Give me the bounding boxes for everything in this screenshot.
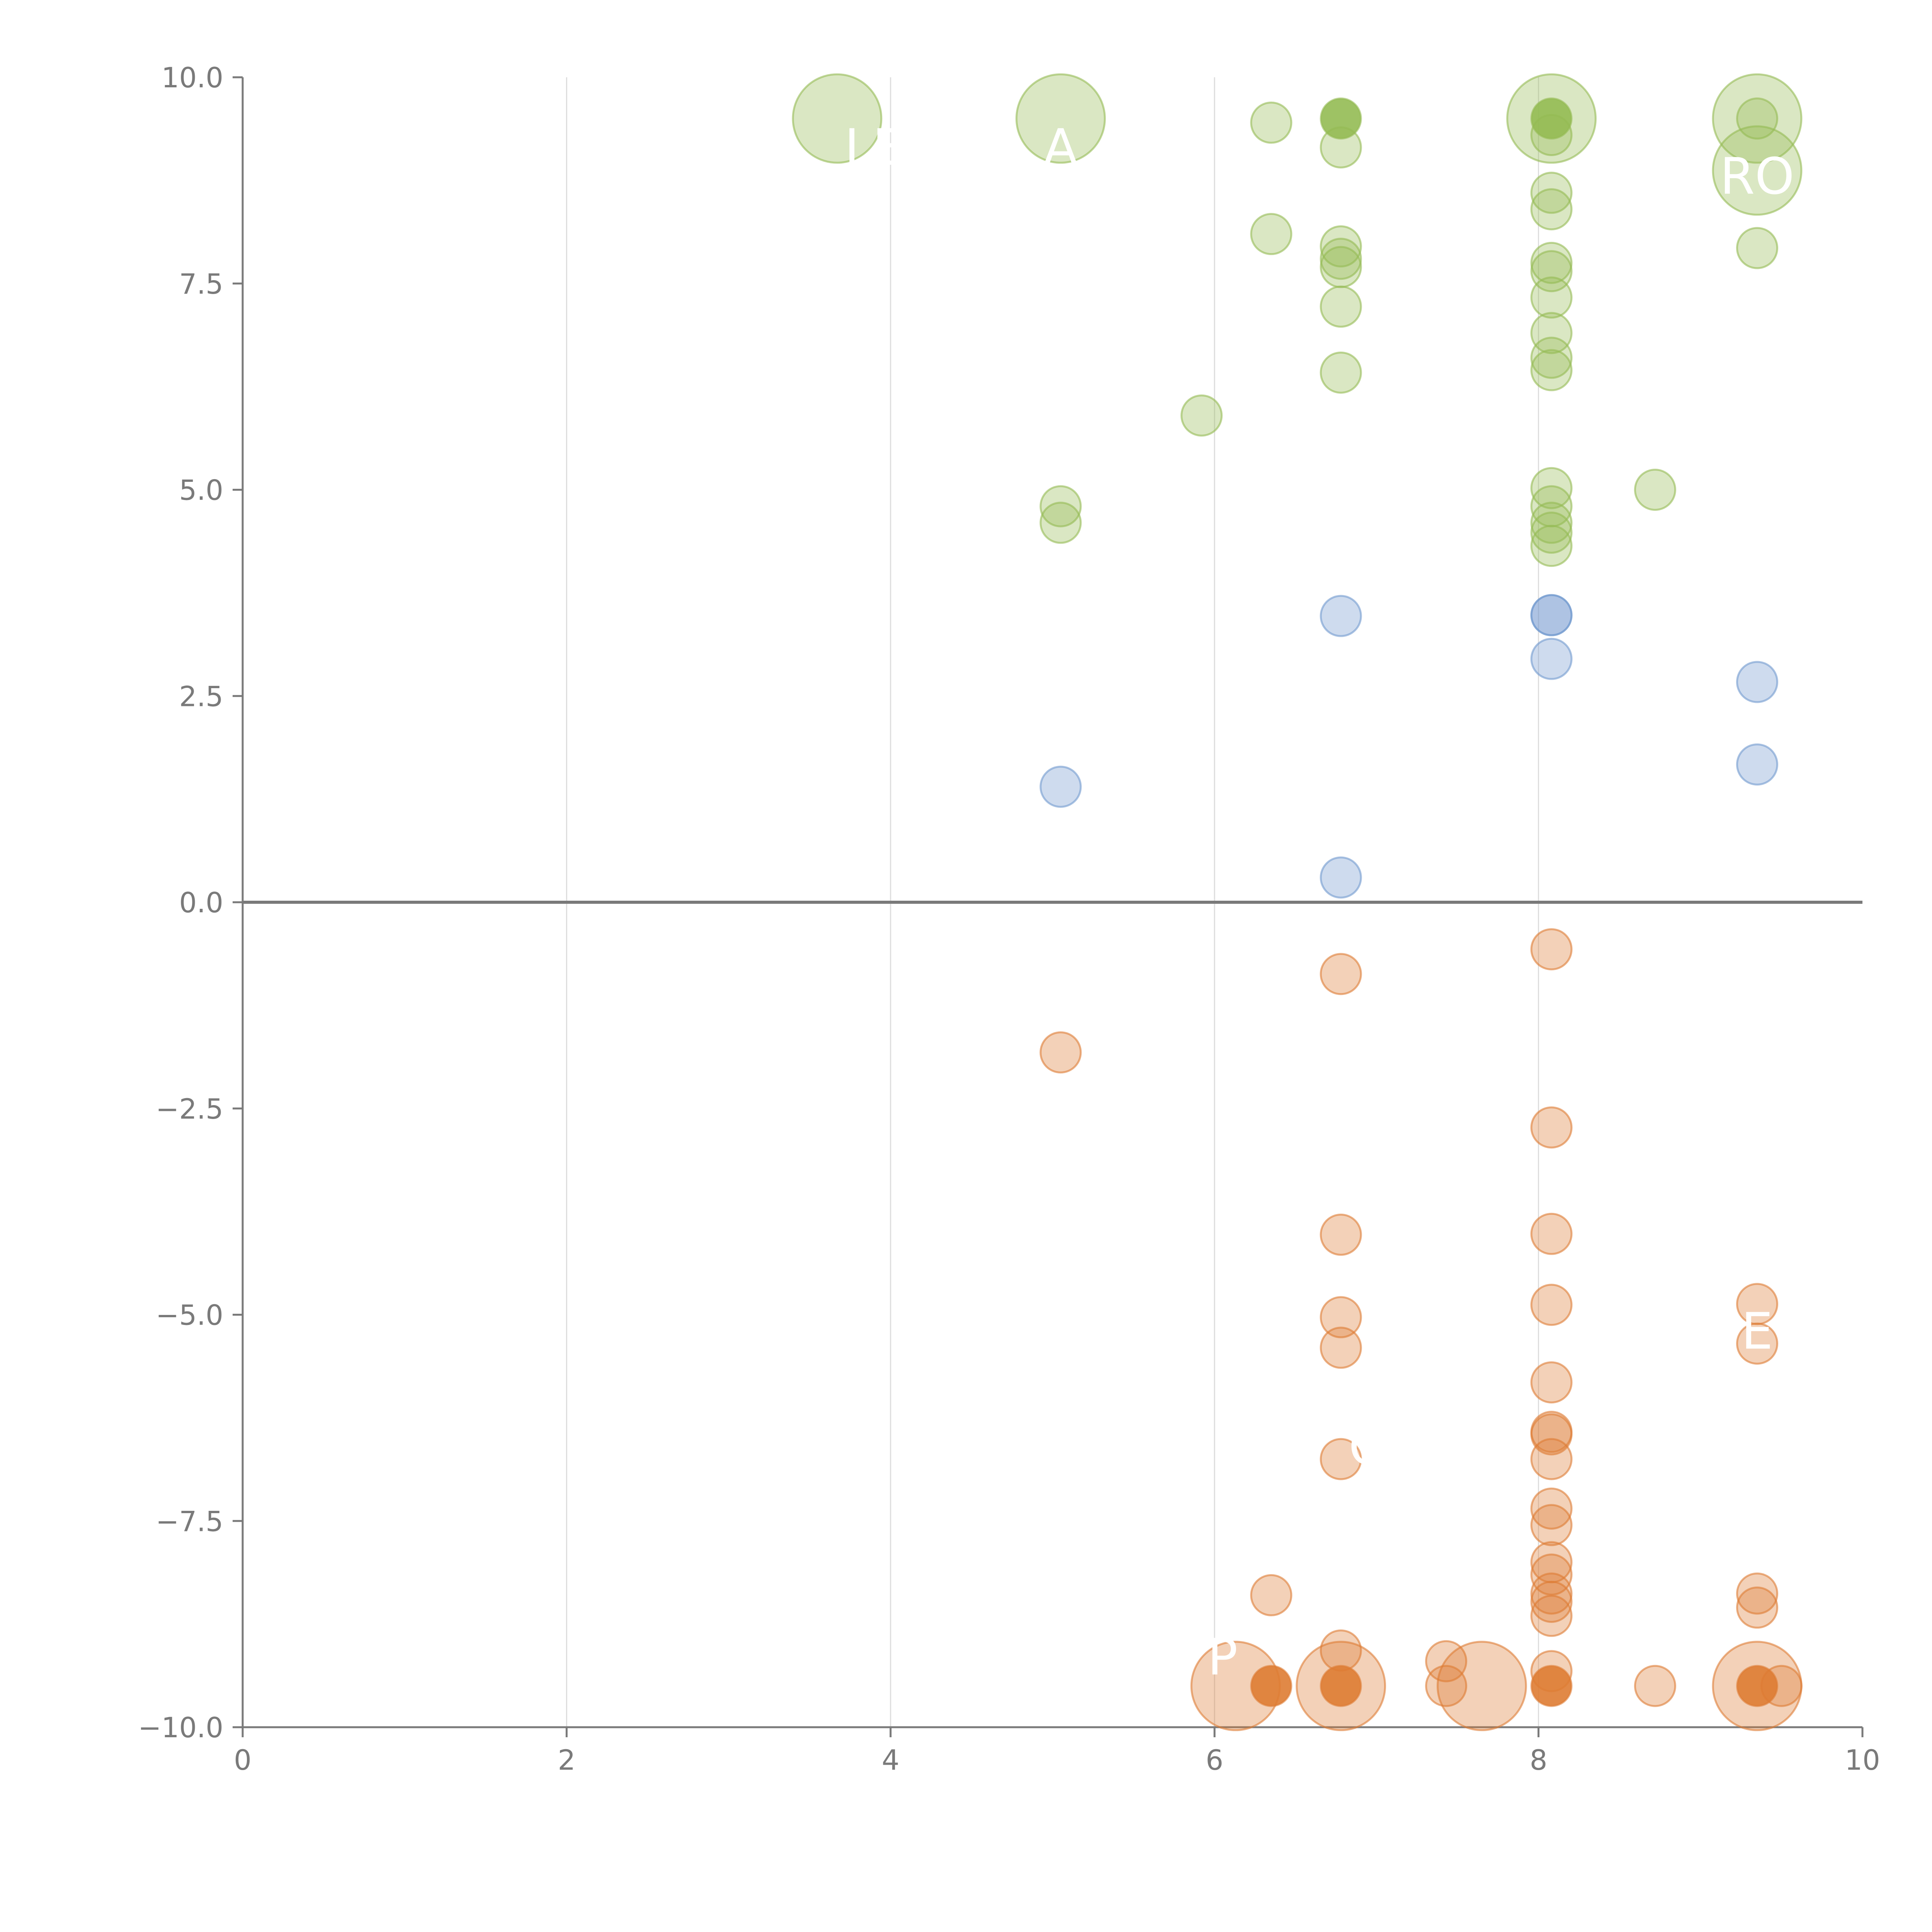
negative-point xyxy=(1530,1106,1573,1149)
positive-point xyxy=(1015,73,1106,164)
middle-point xyxy=(1530,594,1573,636)
positive-point xyxy=(1320,97,1362,140)
positive-point xyxy=(1530,525,1573,567)
y-tick-label: 2.5 xyxy=(179,680,223,713)
y-tick-label: −7.5 xyxy=(156,1505,223,1537)
negative-point xyxy=(1530,1413,1573,1456)
tick-labels: 0 2 4 6 8 10 10.0 7.5 5.0 2.5 0.0 −2.5 −5.0 −7.5 −10.0 xyxy=(138,61,1880,1776)
x-tick-label: 10 xyxy=(1845,1744,1880,1776)
negative-point xyxy=(1530,1665,1573,1707)
negative-point xyxy=(1736,1665,1779,1707)
negative-point xyxy=(1530,1504,1573,1546)
positive-point xyxy=(1250,101,1293,144)
x-tick-label: 4 xyxy=(882,1744,900,1776)
positive-point xyxy=(1320,286,1362,328)
positive-point xyxy=(1736,97,1779,140)
positive-point xyxy=(1530,276,1573,319)
bubble-label: LE xyxy=(845,118,905,177)
middle-point xyxy=(1320,595,1362,637)
positive-point xyxy=(1180,394,1223,437)
positive-point xyxy=(1530,337,1573,379)
axes xyxy=(242,77,1862,1728)
negative-point xyxy=(1530,1580,1573,1623)
positive-point xyxy=(1712,73,1803,164)
negative-point xyxy=(1530,1438,1573,1480)
positive-point xyxy=(1250,213,1293,255)
x-tick-label: 8 xyxy=(1530,1744,1548,1776)
data-points xyxy=(792,73,1803,1731)
bubble-label: P xyxy=(1208,1628,1238,1687)
positive-point xyxy=(1634,469,1676,511)
negative-point xyxy=(1530,1595,1573,1637)
y-tick-label: 0.0 xyxy=(179,886,223,919)
negative-point xyxy=(1320,953,1362,995)
x-tick-label: 2 xyxy=(558,1744,575,1776)
negative-point xyxy=(1039,1031,1082,1074)
positive-point xyxy=(1530,512,1573,554)
negative-point xyxy=(1736,1586,1779,1629)
negative-point xyxy=(1530,928,1573,971)
positive-point xyxy=(1712,125,1803,216)
positive-point xyxy=(1320,126,1362,168)
middle-point xyxy=(1320,856,1362,899)
negative-point xyxy=(1320,1438,1362,1480)
negative-point xyxy=(1425,1665,1468,1707)
middle-point xyxy=(1736,743,1779,786)
positive-point xyxy=(1320,351,1362,394)
middle-point xyxy=(1530,638,1573,680)
positive-point xyxy=(1320,246,1362,288)
y-tick-label: 5.0 xyxy=(179,474,223,507)
middle-point xyxy=(1736,661,1779,703)
positive-point xyxy=(1736,227,1779,269)
positive-point xyxy=(1530,502,1573,544)
negative-point xyxy=(1736,1322,1779,1365)
y-tick-label: 10.0 xyxy=(162,61,223,94)
negative-point xyxy=(1320,1327,1362,1369)
negative-point xyxy=(1250,1574,1293,1616)
negative-point xyxy=(1250,1665,1293,1707)
positive-point xyxy=(1530,172,1573,214)
bubble-label: E xyxy=(1741,1302,1773,1361)
negative-point xyxy=(1760,1665,1803,1707)
y-tick-label: −10.0 xyxy=(138,1711,223,1744)
x-tick-label: 0 xyxy=(234,1744,252,1776)
negative-point xyxy=(1634,1665,1676,1707)
positive-point xyxy=(1530,97,1573,140)
y-tick-label: −5.0 xyxy=(156,1299,223,1332)
y-tick-label: 7.5 xyxy=(179,268,223,300)
middle-point xyxy=(1039,765,1082,808)
x-tick-label: 6 xyxy=(1206,1744,1223,1776)
bubble-label: A xyxy=(1043,118,1078,177)
negative-point xyxy=(1530,1213,1573,1255)
positive-point xyxy=(1530,349,1573,391)
positive-point xyxy=(1530,188,1573,231)
negative-point xyxy=(1436,1641,1527,1731)
negative-point xyxy=(1320,1296,1362,1338)
bubble-labels: LE A RO E O P xyxy=(845,118,1794,1686)
positive-point xyxy=(1530,312,1573,354)
negative-point xyxy=(1530,1284,1573,1326)
negative-point xyxy=(1530,1487,1573,1530)
negative-point xyxy=(1320,1665,1362,1707)
positive-point xyxy=(1530,467,1573,509)
bubble-label: O xyxy=(1349,1417,1388,1476)
negative-point xyxy=(1530,1361,1573,1404)
positive-point xyxy=(1039,485,1082,527)
positive-point xyxy=(792,73,883,164)
bubble-label: RO xyxy=(1720,147,1794,206)
y-tick-label: −2.5 xyxy=(156,1093,223,1125)
negative-point xyxy=(1736,1572,1779,1615)
positive-point xyxy=(1039,502,1082,544)
negative-point xyxy=(1320,1213,1362,1256)
positive-point xyxy=(1530,114,1573,156)
